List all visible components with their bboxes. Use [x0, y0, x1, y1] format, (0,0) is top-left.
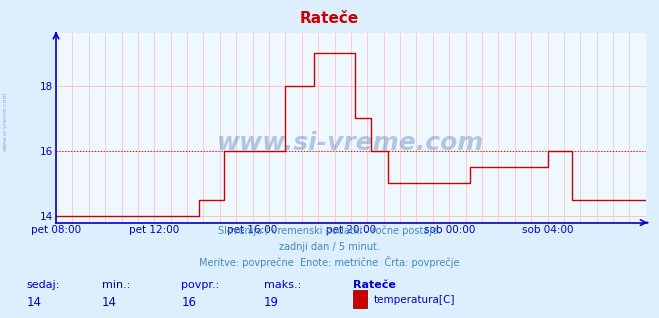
Text: sedaj:: sedaj:	[26, 280, 60, 290]
Text: 14: 14	[102, 296, 117, 309]
Text: temperatura[C]: temperatura[C]	[374, 295, 455, 305]
Text: zadnji dan / 5 minut.: zadnji dan / 5 minut.	[279, 242, 380, 252]
Text: povpr.:: povpr.:	[181, 280, 219, 290]
Text: Meritve: povprečne  Enote: metrične  Črta: povprečje: Meritve: povprečne Enote: metrične Črta:…	[199, 256, 460, 267]
Text: Slovenija / vremenski podatki - ročne postaje.: Slovenija / vremenski podatki - ročne po…	[218, 225, 441, 236]
Text: maks.:: maks.:	[264, 280, 301, 290]
Text: www.si-vreme.com: www.si-vreme.com	[3, 91, 8, 151]
Text: www.si-vreme.com: www.si-vreme.com	[217, 131, 484, 155]
Text: 14: 14	[26, 296, 42, 309]
Text: Rateče: Rateče	[353, 280, 395, 290]
Text: Rateče: Rateče	[300, 11, 359, 26]
Text: 19: 19	[264, 296, 279, 309]
Text: min.:: min.:	[102, 280, 130, 290]
Text: 16: 16	[181, 296, 196, 309]
